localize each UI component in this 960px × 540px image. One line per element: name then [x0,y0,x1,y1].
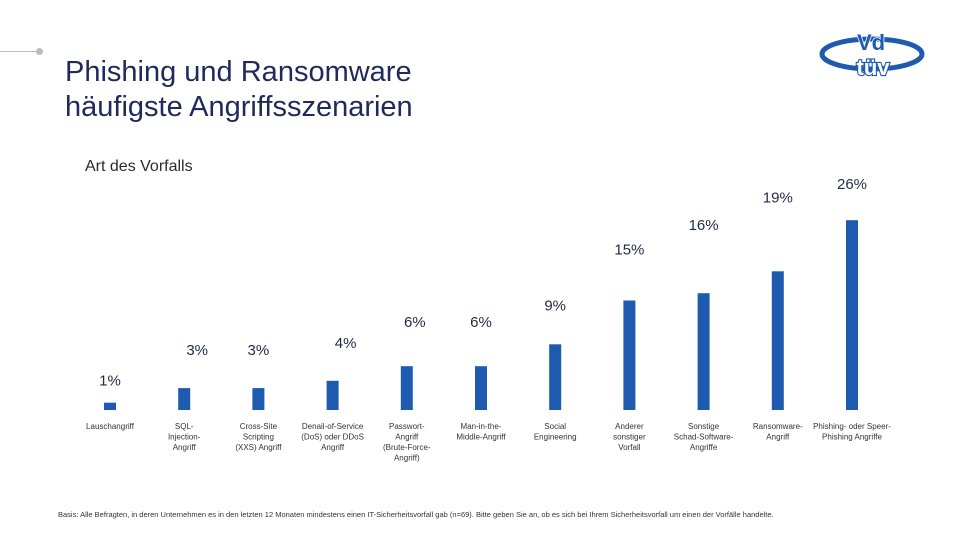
title-bullet-dot [36,48,43,55]
bar-3 [326,380,339,410]
data-label-10: 26% [837,176,867,193]
bar-5 [475,366,487,410]
category-label-0: Lauschangriff [86,422,135,431]
page-title: Phishing und Ransomware häufigste Angrif… [65,55,665,125]
data-label-8: 16% [689,217,719,234]
data-label-1: 3% [186,342,208,359]
bar-6 [549,344,562,410]
category-label-10: Phishing- oder Speer-Phishing Angriffe [813,422,891,442]
logo-text-top: Vd [857,30,885,55]
page-title-line-2: häufigste Angriffsszenarien [65,91,413,124]
category-label-1: SQL-Injection-Angriff [168,422,201,452]
bar-7 [623,300,636,410]
data-label-0: 1% [99,373,121,390]
data-label-3: 4% [335,335,357,352]
bar-10 [846,220,858,410]
page-title-line-1: Phishing und Ransomware [65,56,412,89]
data-label-7: 15% [614,242,644,259]
category-label-3: Denail-of-Service (DoS) oder DDoS Angriff [301,422,364,452]
data-label-9: 19% [763,189,793,206]
logo-ring [819,36,925,72]
category-label-5: Man-in-the-Middle-Angriff [456,422,506,442]
bar-8 [697,293,710,410]
bar-1 [178,388,191,410]
category-label-6: Social Engineering [534,422,577,442]
vdtuev-logo: Vd tüv [819,29,925,81]
data-label-2: 3% [248,342,270,359]
bar-0 [104,402,116,410]
data-label-4: 6% [404,314,426,331]
bar-9 [771,271,784,410]
data-label-5: 6% [470,314,492,331]
category-label-4: Passwort-Angriff (Brute-Force-Angriff) [383,422,431,463]
data-label-6: 9% [544,297,566,314]
category-label-8: Sonstige Schad-Software-Angriffe [674,422,734,452]
category-label-9: Ransomware-Angriff [753,422,803,442]
category-label-7: Anderer sonstiger Vorfall [613,422,646,452]
category-label-2: Cross-Site Scripting (XXS) Angriff [235,422,282,452]
bar-4 [400,366,413,410]
bar-2 [252,388,265,410]
footnote: Basis: Alle Befragten, in deren Unterneh… [58,510,774,519]
logo-text-bottom: tüv [857,55,891,80]
title-rule [0,51,38,52]
chart-title: Art des Vorfalls [85,158,193,175]
